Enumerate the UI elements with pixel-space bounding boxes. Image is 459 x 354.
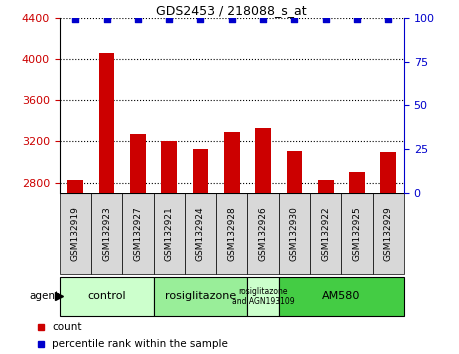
Bar <box>185 193 216 274</box>
Text: agent: agent <box>29 291 59 302</box>
Bar <box>318 179 334 354</box>
Text: rosiglitazone: rosiglitazone <box>165 291 236 302</box>
Point <box>197 17 204 22</box>
Bar <box>247 276 279 316</box>
Bar <box>310 193 341 274</box>
Bar <box>60 193 91 274</box>
Bar <box>255 128 271 354</box>
Bar <box>286 151 302 354</box>
Bar <box>91 193 122 274</box>
Bar <box>349 172 365 354</box>
Text: GSM132925: GSM132925 <box>353 206 362 261</box>
Text: GSM132928: GSM132928 <box>227 206 236 261</box>
Text: GSM132921: GSM132921 <box>165 206 174 261</box>
Bar <box>381 152 396 354</box>
Text: GSM132930: GSM132930 <box>290 206 299 261</box>
Title: GDS2453 / 218088_s_at: GDS2453 / 218088_s_at <box>157 4 307 17</box>
Bar <box>247 193 279 274</box>
Text: control: control <box>87 291 126 302</box>
Point <box>134 17 141 22</box>
Bar <box>99 53 114 354</box>
Text: count: count <box>52 321 82 332</box>
Bar <box>60 276 154 316</box>
Text: percentile rank within the sample: percentile rank within the sample <box>52 339 228 349</box>
Text: AM580: AM580 <box>322 291 360 302</box>
Text: GSM132927: GSM132927 <box>134 206 142 261</box>
Text: GSM132924: GSM132924 <box>196 206 205 261</box>
Bar <box>279 193 310 274</box>
Text: GSM132923: GSM132923 <box>102 206 111 261</box>
Bar <box>193 149 208 354</box>
Point <box>353 17 361 22</box>
Point <box>322 17 330 22</box>
Bar <box>122 193 154 274</box>
Point <box>166 17 173 22</box>
Text: GSM132926: GSM132926 <box>258 206 268 261</box>
Point <box>259 17 267 22</box>
Bar <box>224 132 240 354</box>
Point <box>72 17 79 22</box>
Bar <box>154 193 185 274</box>
Text: GSM132919: GSM132919 <box>71 206 80 261</box>
Point <box>385 17 392 22</box>
Text: GSM132922: GSM132922 <box>321 206 330 261</box>
Text: rosiglitazone
and AGN193109: rosiglitazone and AGN193109 <box>232 287 294 306</box>
Bar <box>154 276 247 316</box>
Bar <box>162 141 177 354</box>
Bar <box>130 134 146 354</box>
Bar <box>67 179 83 354</box>
Bar <box>341 193 373 274</box>
Text: GSM132929: GSM132929 <box>384 206 393 261</box>
Bar <box>373 193 404 274</box>
Bar <box>216 193 247 274</box>
Point <box>291 17 298 22</box>
Bar <box>279 276 404 316</box>
Point <box>103 17 110 22</box>
Point <box>228 17 235 22</box>
